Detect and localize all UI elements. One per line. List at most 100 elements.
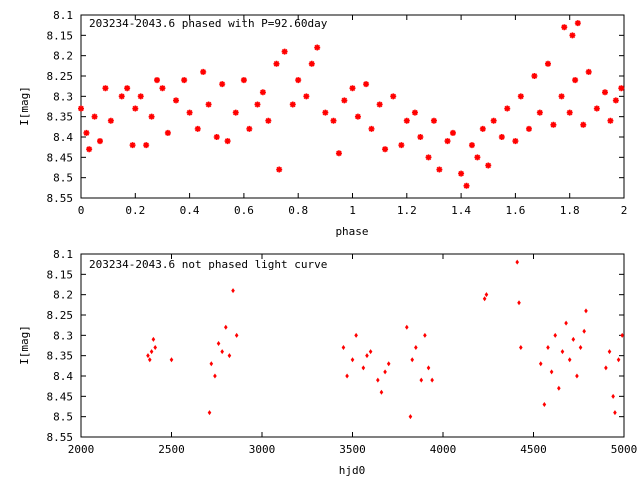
data-point — [383, 369, 387, 375]
data-point — [254, 101, 261, 108]
data-point — [490, 117, 497, 124]
y-tick-label: 8.35 — [47, 350, 74, 363]
data-point — [430, 377, 434, 383]
data-point — [341, 345, 346, 351]
x-tick-label: 0 — [78, 204, 85, 217]
data-point — [118, 93, 125, 100]
chart-title: 203234-2043.6 phased with P=92.60day — [89, 17, 328, 30]
data-point — [86, 146, 93, 153]
data-point — [411, 109, 418, 116]
data-point — [335, 150, 342, 157]
data-point — [485, 162, 492, 169]
data-point — [458, 170, 465, 177]
x-tick-label: 1.8 — [560, 204, 580, 217]
data-point — [607, 349, 612, 355]
data-point — [517, 300, 521, 306]
data-point — [408, 414, 413, 420]
y-tick-label: 8.55 — [47, 192, 74, 205]
data-point — [620, 332, 624, 338]
data-point — [220, 349, 224, 355]
data-point — [572, 77, 579, 84]
x-tick-label: 0.4 — [180, 204, 200, 217]
data-point — [143, 142, 150, 149]
phased-light-curve-plot: 0 0.2 0.4 0.6 0.8 1 1.2 1.4 1.6 1.8 2 8.1 8.15 8.2 8.2… — [18, 9, 627, 238]
x-tick-label: 3500 — [339, 443, 366, 456]
data-point — [512, 138, 519, 145]
data-point — [580, 121, 587, 128]
data-point — [479, 125, 486, 132]
data-point — [444, 138, 451, 145]
data-point — [102, 85, 109, 92]
data-point — [549, 369, 554, 375]
data-point — [349, 85, 356, 92]
data-point — [205, 101, 212, 108]
data-point — [560, 349, 565, 355]
data-point — [232, 109, 239, 116]
data-point — [308, 60, 315, 67]
data-point — [468, 142, 475, 149]
data-point — [83, 129, 90, 136]
data-point — [330, 117, 337, 124]
data-point — [234, 332, 239, 338]
data-point — [382, 146, 389, 153]
data-point — [365, 353, 369, 359]
data-point — [417, 134, 424, 140]
data-point — [354, 332, 358, 338]
y-tick-label: 8.15 — [47, 29, 74, 42]
data-point — [449, 129, 456, 136]
data-point — [578, 345, 583, 351]
data-point — [137, 93, 144, 100]
x-tick-label: 4500 — [520, 443, 547, 456]
data-point — [314, 44, 321, 51]
x-tick-label: 2000 — [68, 443, 95, 456]
data-point — [200, 68, 207, 75]
data-point — [97, 138, 104, 145]
data-point — [147, 357, 152, 363]
data-point — [124, 85, 131, 92]
data-point — [231, 288, 235, 294]
data-point — [181, 77, 188, 84]
data-point — [484, 292, 489, 298]
x-tick-label: 3000 — [249, 443, 276, 456]
y-tick-label: 8.45 — [47, 151, 74, 164]
data-point — [209, 361, 214, 367]
y-axis-label: I[mag] — [18, 86, 31, 126]
data-point — [566, 109, 573, 116]
y-tick-label: 8.45 — [47, 390, 74, 403]
y-axis-label: I[mag] — [18, 325, 31, 365]
data-point — [350, 357, 355, 363]
y-tick-label: 8.4 — [53, 131, 73, 144]
data-point — [463, 182, 470, 189]
y-tick-label: 8.25 — [47, 309, 74, 322]
x-tick-label: 5000 — [611, 443, 638, 456]
data-point — [601, 89, 608, 96]
data-point — [515, 259, 520, 265]
data-point — [398, 142, 405, 149]
y-tick-label: 8.5 — [53, 172, 73, 185]
data-point — [376, 101, 383, 108]
data-point — [363, 81, 370, 88]
data-point — [303, 93, 310, 100]
data-point — [430, 117, 437, 124]
data-point — [585, 68, 592, 75]
data-point — [482, 296, 487, 302]
data-point — [154, 77, 161, 84]
data-point — [91, 113, 98, 120]
y-tick-label: 8.1 — [53, 9, 73, 22]
data-point — [436, 166, 443, 173]
y-tick-label: 8.55 — [47, 431, 74, 444]
y-tick-label: 8.3 — [53, 329, 73, 342]
data-point — [219, 81, 226, 88]
data-point — [276, 166, 283, 173]
data-point — [186, 109, 193, 116]
data-point — [557, 385, 561, 391]
plot-frame — [80, 253, 625, 438]
x-tick-label: 0.2 — [125, 204, 145, 217]
data-point — [107, 117, 114, 124]
data-point — [611, 393, 615, 399]
data-point — [153, 345, 158, 351]
data-point — [613, 410, 617, 416]
data-point — [281, 48, 288, 55]
y-tick-label: 8.35 — [47, 111, 74, 124]
x-axis-label: hjd0 — [339, 464, 366, 477]
